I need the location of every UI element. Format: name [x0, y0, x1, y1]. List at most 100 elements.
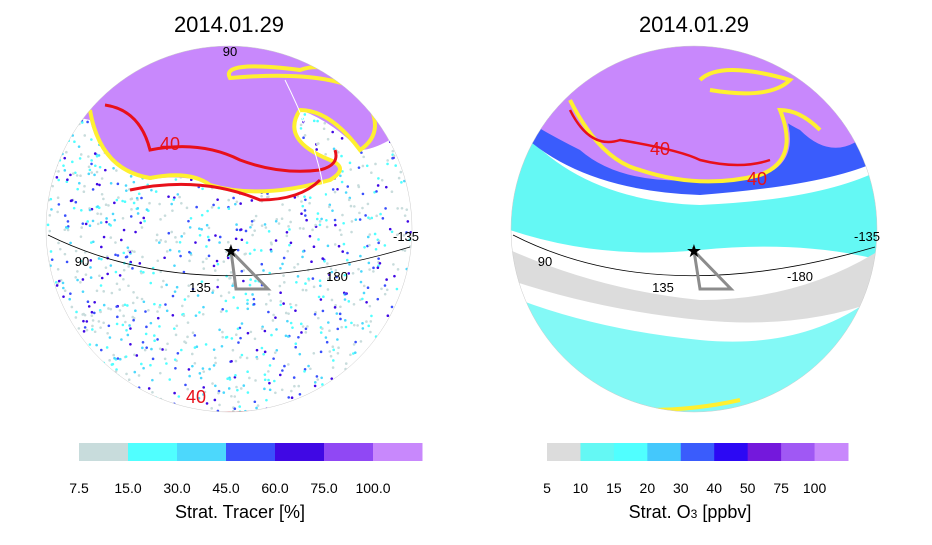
tracer-point	[164, 303, 167, 306]
tracer-point	[175, 324, 179, 328]
tracer-point	[391, 76, 394, 80]
tracer-point	[61, 53, 64, 56]
tracer-point	[363, 246, 366, 249]
tracer-point	[59, 123, 63, 127]
tracer-point	[263, 223, 267, 226]
tracer-point	[301, 325, 305, 328]
tracer-point	[380, 95, 384, 98]
tracer-point	[193, 346, 197, 349]
tracer-point	[319, 298, 323, 301]
tracer-point	[160, 285, 164, 289]
tracer-point	[184, 383, 187, 387]
tracer-point	[87, 305, 91, 308]
colorbar-tick: 60.0	[261, 480, 288, 496]
tracer-point	[273, 351, 277, 354]
tracer-point	[213, 398, 217, 402]
tracer-point	[376, 48, 380, 51]
tracer-point	[93, 300, 96, 304]
tracer-point	[370, 171, 373, 175]
tracer-point	[126, 59, 130, 63]
tracer-point	[102, 361, 106, 365]
tracer-point	[218, 403, 221, 407]
tracer-point	[327, 277, 331, 280]
tracer-point	[120, 238, 123, 242]
tracer-point	[277, 222, 281, 225]
tracer-point	[304, 282, 307, 285]
tracer-point	[335, 62, 339, 66]
tracer-point	[307, 52, 311, 55]
tracer-point	[129, 197, 133, 201]
tracer-point	[211, 382, 214, 385]
tracer-point	[237, 400, 240, 404]
tracer-point	[326, 137, 330, 141]
tracer-point	[253, 400, 257, 404]
tracer-point	[312, 245, 316, 248]
tracer-point	[224, 299, 228, 303]
tracer-point	[348, 263, 351, 266]
tracer-point	[329, 267, 333, 271]
tracer-point	[126, 407, 129, 410]
tracer-point	[242, 384, 246, 387]
tracer-point	[90, 162, 93, 166]
tracer-point	[226, 256, 230, 260]
tracer-point	[227, 291, 231, 294]
tracer-point	[338, 410, 342, 412]
tracer-point	[112, 76, 115, 79]
tracer-point	[164, 240, 167, 243]
tracer-point	[322, 295, 325, 299]
tracer-point	[391, 69, 394, 73]
tracer-point	[198, 227, 201, 230]
tracer-point	[91, 324, 94, 328]
tracer-point	[178, 195, 181, 199]
tracer-point	[385, 288, 389, 292]
tracer-point	[367, 216, 370, 219]
panel-title: 2014.01.29	[639, 12, 749, 37]
tracer-point	[151, 378, 154, 382]
panel-title: 2014.01.29	[174, 12, 284, 37]
tracer-point	[382, 110, 386, 113]
tracer-point	[292, 376, 296, 379]
tracer-point	[158, 347, 162, 351]
tracer-point	[188, 374, 191, 378]
tracer-point	[253, 248, 256, 252]
tracer-point	[95, 343, 98, 347]
tracer-point	[236, 388, 239, 392]
tracer-point	[362, 373, 365, 377]
tracer-point	[191, 364, 194, 368]
tracer-point	[131, 301, 135, 305]
tracer-point	[158, 202, 161, 206]
tracer-point	[171, 313, 175, 317]
colorbar-swatch	[324, 443, 374, 461]
tracer-point	[232, 296, 235, 299]
tracer-point	[354, 47, 357, 50]
contour-label: 40	[160, 134, 180, 154]
tracer-point	[172, 198, 176, 201]
tracer-point	[99, 284, 103, 287]
tracer-point	[54, 340, 58, 344]
tracer-point	[130, 249, 134, 253]
tracer-point	[322, 127, 326, 131]
tracer-point	[88, 168, 92, 172]
tracer-point	[349, 204, 353, 208]
tracer-point	[82, 190, 86, 194]
tracer-point	[90, 80, 94, 84]
tracer-point	[281, 203, 284, 206]
tracer-point	[267, 195, 270, 199]
tracer-point	[379, 212, 382, 216]
tracer-point	[366, 394, 369, 398]
tracer-point	[121, 323, 125, 327]
tracer-point	[377, 241, 380, 245]
tracer-point	[88, 343, 92, 346]
tracer-point	[278, 373, 282, 377]
tracer-point	[329, 61, 333, 65]
tracer-point	[108, 409, 111, 412]
tracer-point	[180, 304, 184, 308]
tracer-point	[163, 357, 167, 361]
tracer-point	[371, 78, 375, 81]
tracer-point	[381, 217, 385, 220]
tracer-point	[132, 51, 136, 55]
tracer-point	[287, 335, 290, 338]
tracer-point	[225, 250, 228, 253]
tracer-point	[200, 280, 204, 283]
tracer-point	[128, 324, 131, 327]
